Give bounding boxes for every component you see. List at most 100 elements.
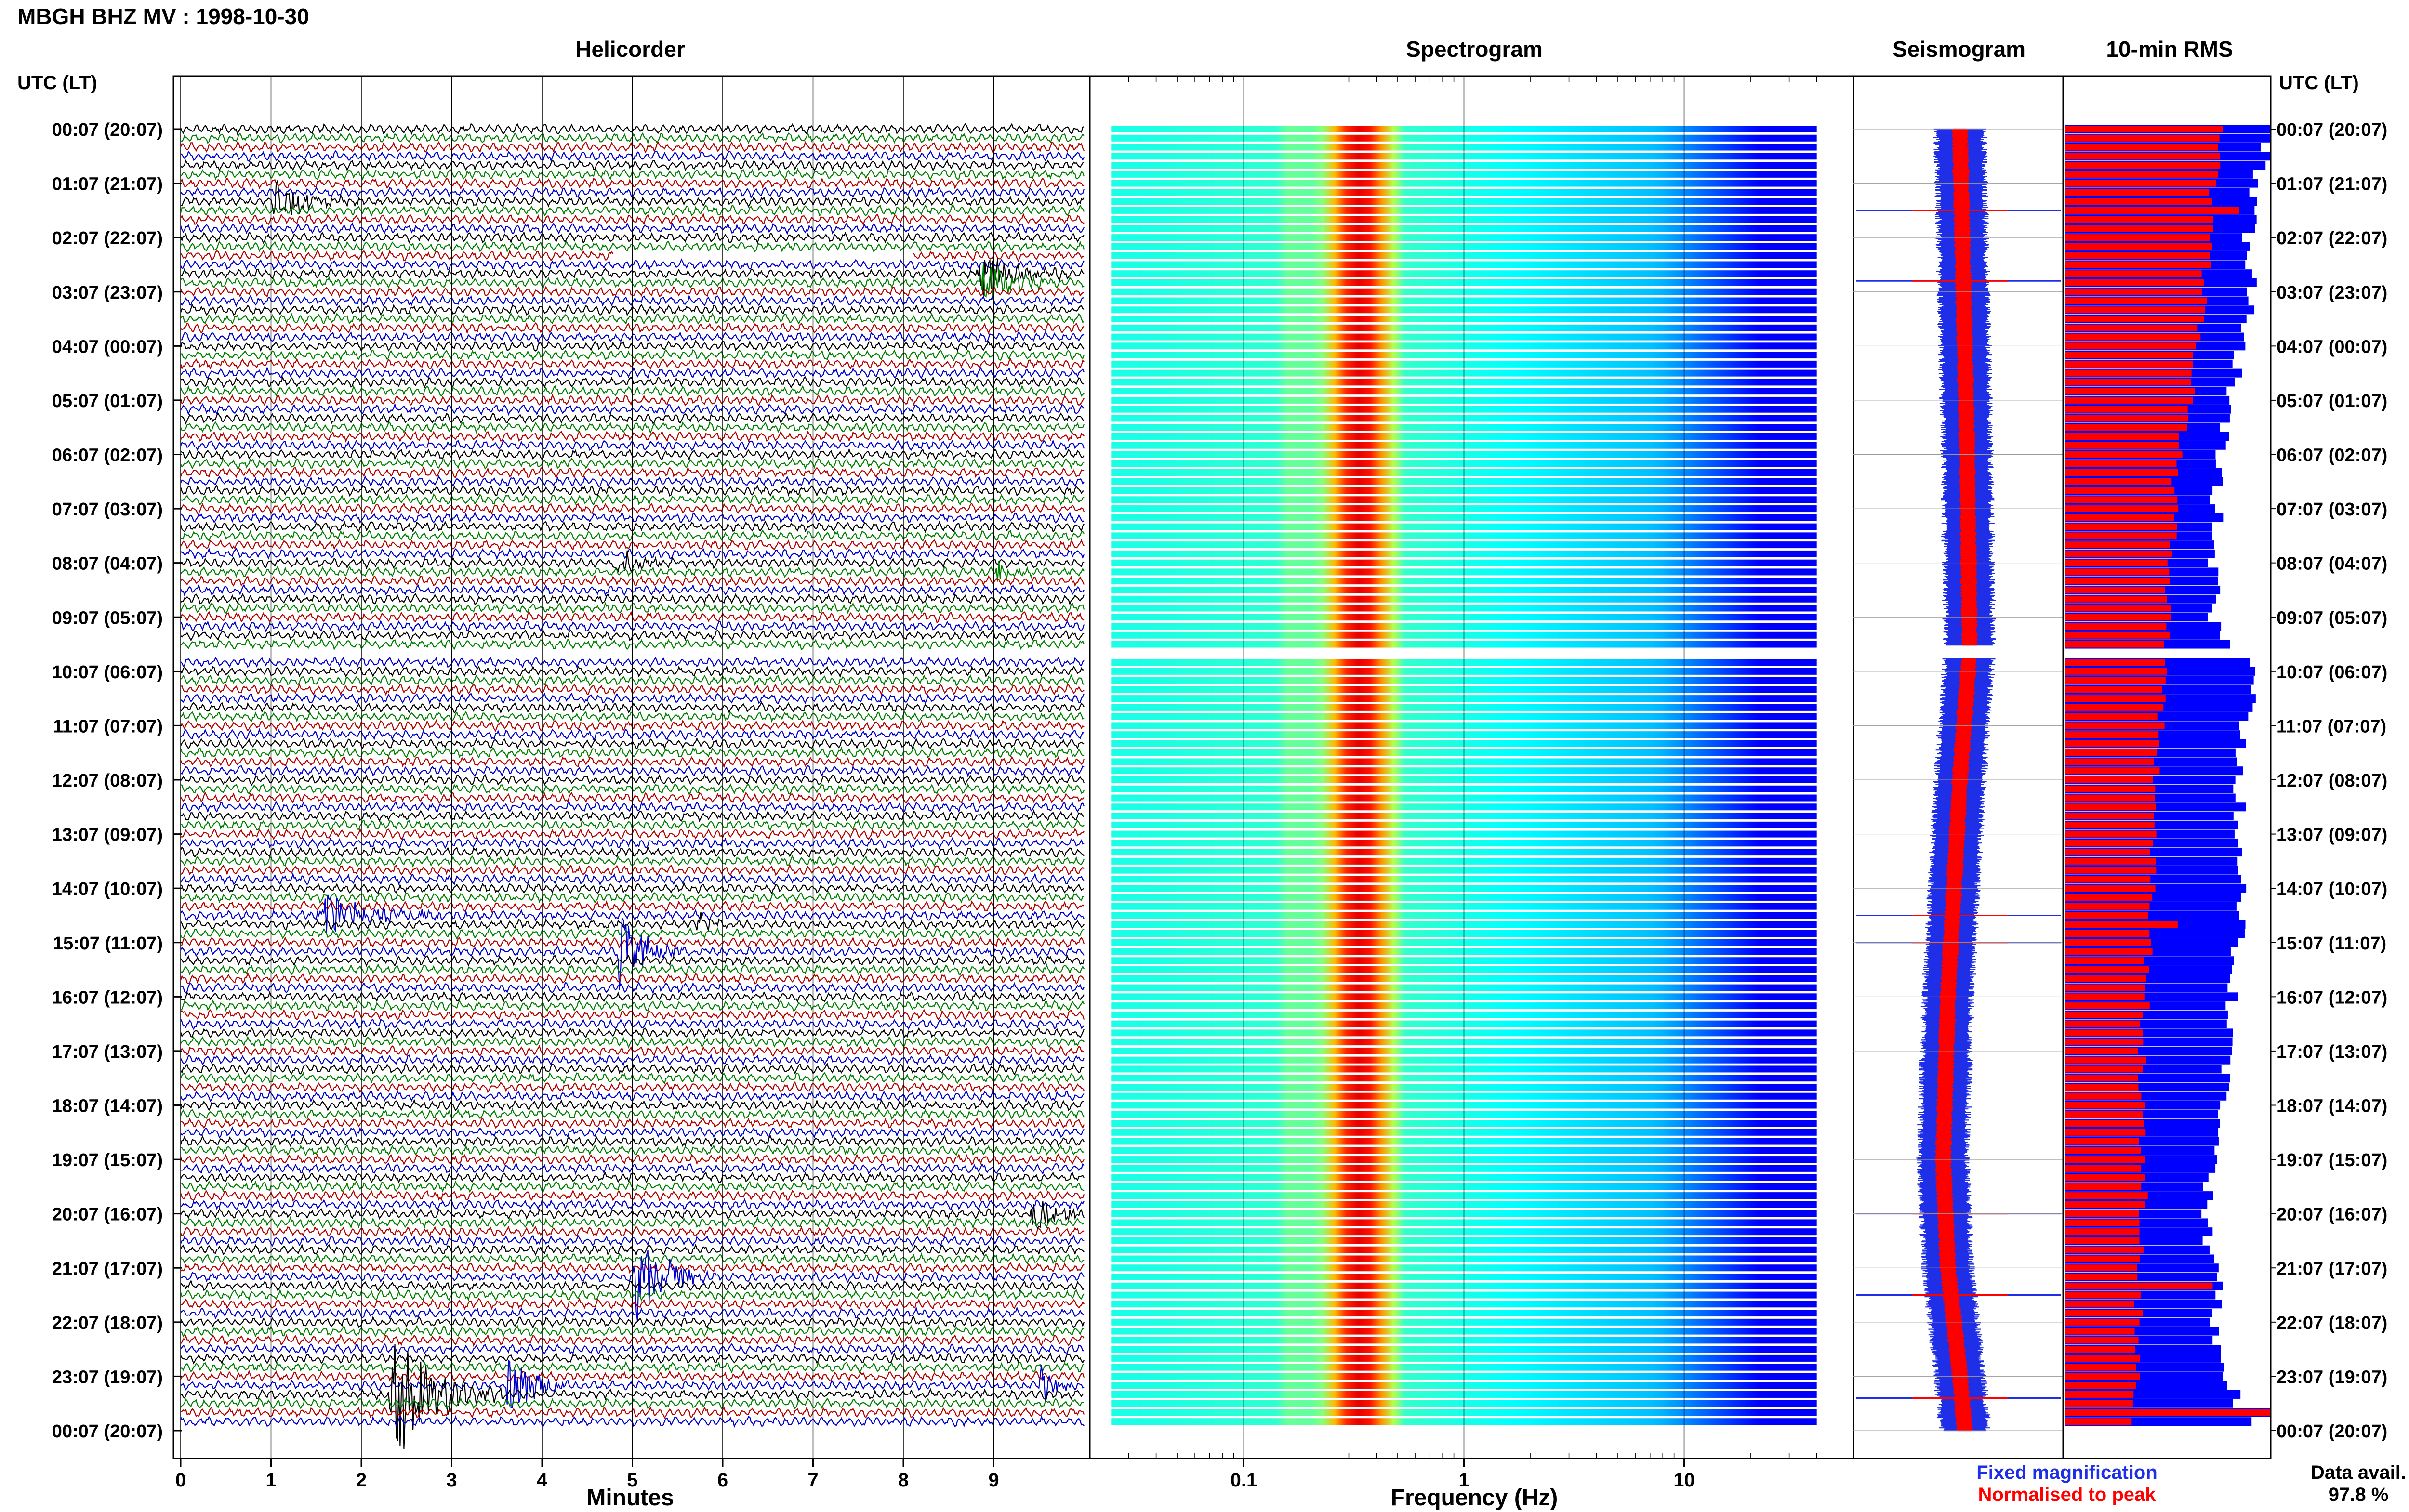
rms-bar-normalised [2065,505,2179,513]
rms-bar-normalised [2065,813,2154,820]
rms-bar-normalised [2065,1065,2143,1073]
rms-bar-normalised [2065,324,2198,331]
rms-bar-normalised [2065,821,2155,828]
rms-bar-normalised [2065,849,2150,856]
rms-bar-normalised [2065,379,2191,386]
rms-bar-normalised [2065,1219,2140,1226]
rms-bar-normalised [2065,433,2179,440]
time-label-right: 03:07 (23:07) [2277,283,2387,303]
rms-bar-normalised [2065,153,2220,160]
time-label-right: 12:07 (08:07) [2277,771,2387,791]
rms-bar-normalised [2065,360,2193,368]
legend-normalised-to-peak: Normalised to peak [1978,1484,2156,1505]
legend-fixed-magnification: Fixed magnification [1976,1462,2158,1483]
time-label-right: 00:07 (20:07) [2277,120,2387,140]
rms-bar-normalised [2065,252,2210,259]
rms-bar-normalised [2065,496,2178,503]
rms-bar-normalised [2065,1020,2141,1027]
rms-bar-normalised [2065,1255,2140,1262]
rms-bar-normalised [2065,1318,2140,1326]
time-label-right: 10:07 (06:07) [2277,662,2387,683]
rms-bar-normalised [2065,966,2149,973]
helicorder-xtick-label: 2 [356,1470,367,1491]
rms-bar-normalised [2065,595,2167,603]
rms-bar-normalised [2065,1237,2140,1244]
rms-bar-normalised [2065,731,2159,738]
rms-bar-normalised [2065,930,2150,937]
rms-bar-normalised [2065,297,2207,304]
rms-bar-normalised [2065,1282,2213,1289]
rms-bar-normalised [2065,677,2166,684]
rms-bar-normalised [2065,984,2145,991]
rms-bar-normalised [2065,478,2172,485]
time-label-left: 20:07 (16:07) [52,1205,163,1225]
rms-bar-normalised [2065,541,2170,549]
rms-bar-normalised [2065,1409,2270,1416]
rms-bar-normalised [2065,1228,2140,1236]
time-label-right: 06:07 (02:07) [2277,446,2387,466]
rms-bar-normalised [2065,1002,2150,1010]
rms-bar-normalised [2065,180,2216,187]
rms-bar-normalised [2065,578,2170,585]
rms-bar-normalised [2065,1047,2138,1054]
rms-bar-normalised [2065,1400,2133,1407]
rms-bar-normalised [2065,1011,2143,1018]
rms-bar-normalised [2065,614,2172,621]
rms-bar-normalised [2065,1192,2148,1199]
rms-bar-normalised [2065,912,2148,919]
helicorder-trace [181,249,1085,262]
rms-bar-normalised [2065,921,2178,928]
time-label-right: 09:07 (05:07) [2277,608,2387,628]
rms-bar-normalised [2065,722,2165,729]
rms-bar-normalised [2065,830,2157,838]
rms-bar-normalised [2065,234,2210,241]
time-label-left: 23:07 (19:07) [52,1367,163,1387]
rms-bar-normalised [2065,469,2178,476]
time-label-left: 08:07 (04:07) [52,554,163,574]
rms-bar-normalised [2065,1301,2135,1308]
rms-bar-normalised [2065,749,2157,756]
rms-bar-normalised [2065,957,2144,964]
rms-bar-normalised [2065,704,2164,711]
rms-bar-normalised [2065,279,2204,286]
rms-title: 10-min RMS [2106,37,2233,62]
rms-bar-normalised [2065,1373,2140,1380]
rms-bar-normalised [2065,369,2192,377]
rms-bar-normalised [2065,388,2195,395]
rms-bar-normalised [2065,1264,2137,1272]
rms-bar-normalised [2065,668,2167,675]
time-label-left: 14:07 (10:07) [52,879,163,899]
rms-bar-normalised [2065,713,2158,720]
rms-bar-normalised [2065,144,2218,151]
rms-bar-normalised [2065,514,2174,521]
rms-bar-normalised [2065,857,2156,865]
rms-bar-normalised [2065,396,2193,404]
time-label-right: 07:07 (03:07) [2277,500,2387,520]
rms-bar-normalised [2065,406,2188,413]
rms-bar-normalised [2065,1029,2143,1037]
rms-bar-normalised [2065,532,2177,539]
rms-frame [2062,75,2272,1459]
rms-bar-normalised [2065,1354,2140,1362]
rms-bar-normalised [2065,767,2160,775]
time-label-right: 05:07 (01:07) [2277,391,2387,411]
rms-bar-normalised [2065,352,2193,359]
rms-bar-normalised [2065,198,2212,205]
time-label-right: 23:07 (19:07) [2277,1367,2387,1387]
rms-bar-normalised [2065,1364,2136,1371]
rms-bar-normalised [2065,776,2153,783]
spectrogram-panel: 0.1 1 10 [1089,75,1854,1491]
rms-bar-normalised [2065,460,2177,467]
figure-title: MBGH BHZ MV : 1998-10-30 [17,4,309,29]
time-label-left: 21:07 (17:07) [52,1259,163,1279]
rms-bar-normalised [2065,523,2177,530]
time-label-left: 01:07 (21:07) [52,174,163,195]
rms-bar-normalised [2065,785,2156,792]
rms-bar-normalised [2065,189,2210,196]
rms-bar-normalised [2065,1201,2145,1208]
rms-bar-normalised [2065,1056,2146,1064]
time-label-right: 18:07 (14:07) [2277,1096,2387,1117]
helicorder-xtick-label: 0 [175,1470,186,1491]
rms-bar-normalised [2065,1246,2144,1253]
